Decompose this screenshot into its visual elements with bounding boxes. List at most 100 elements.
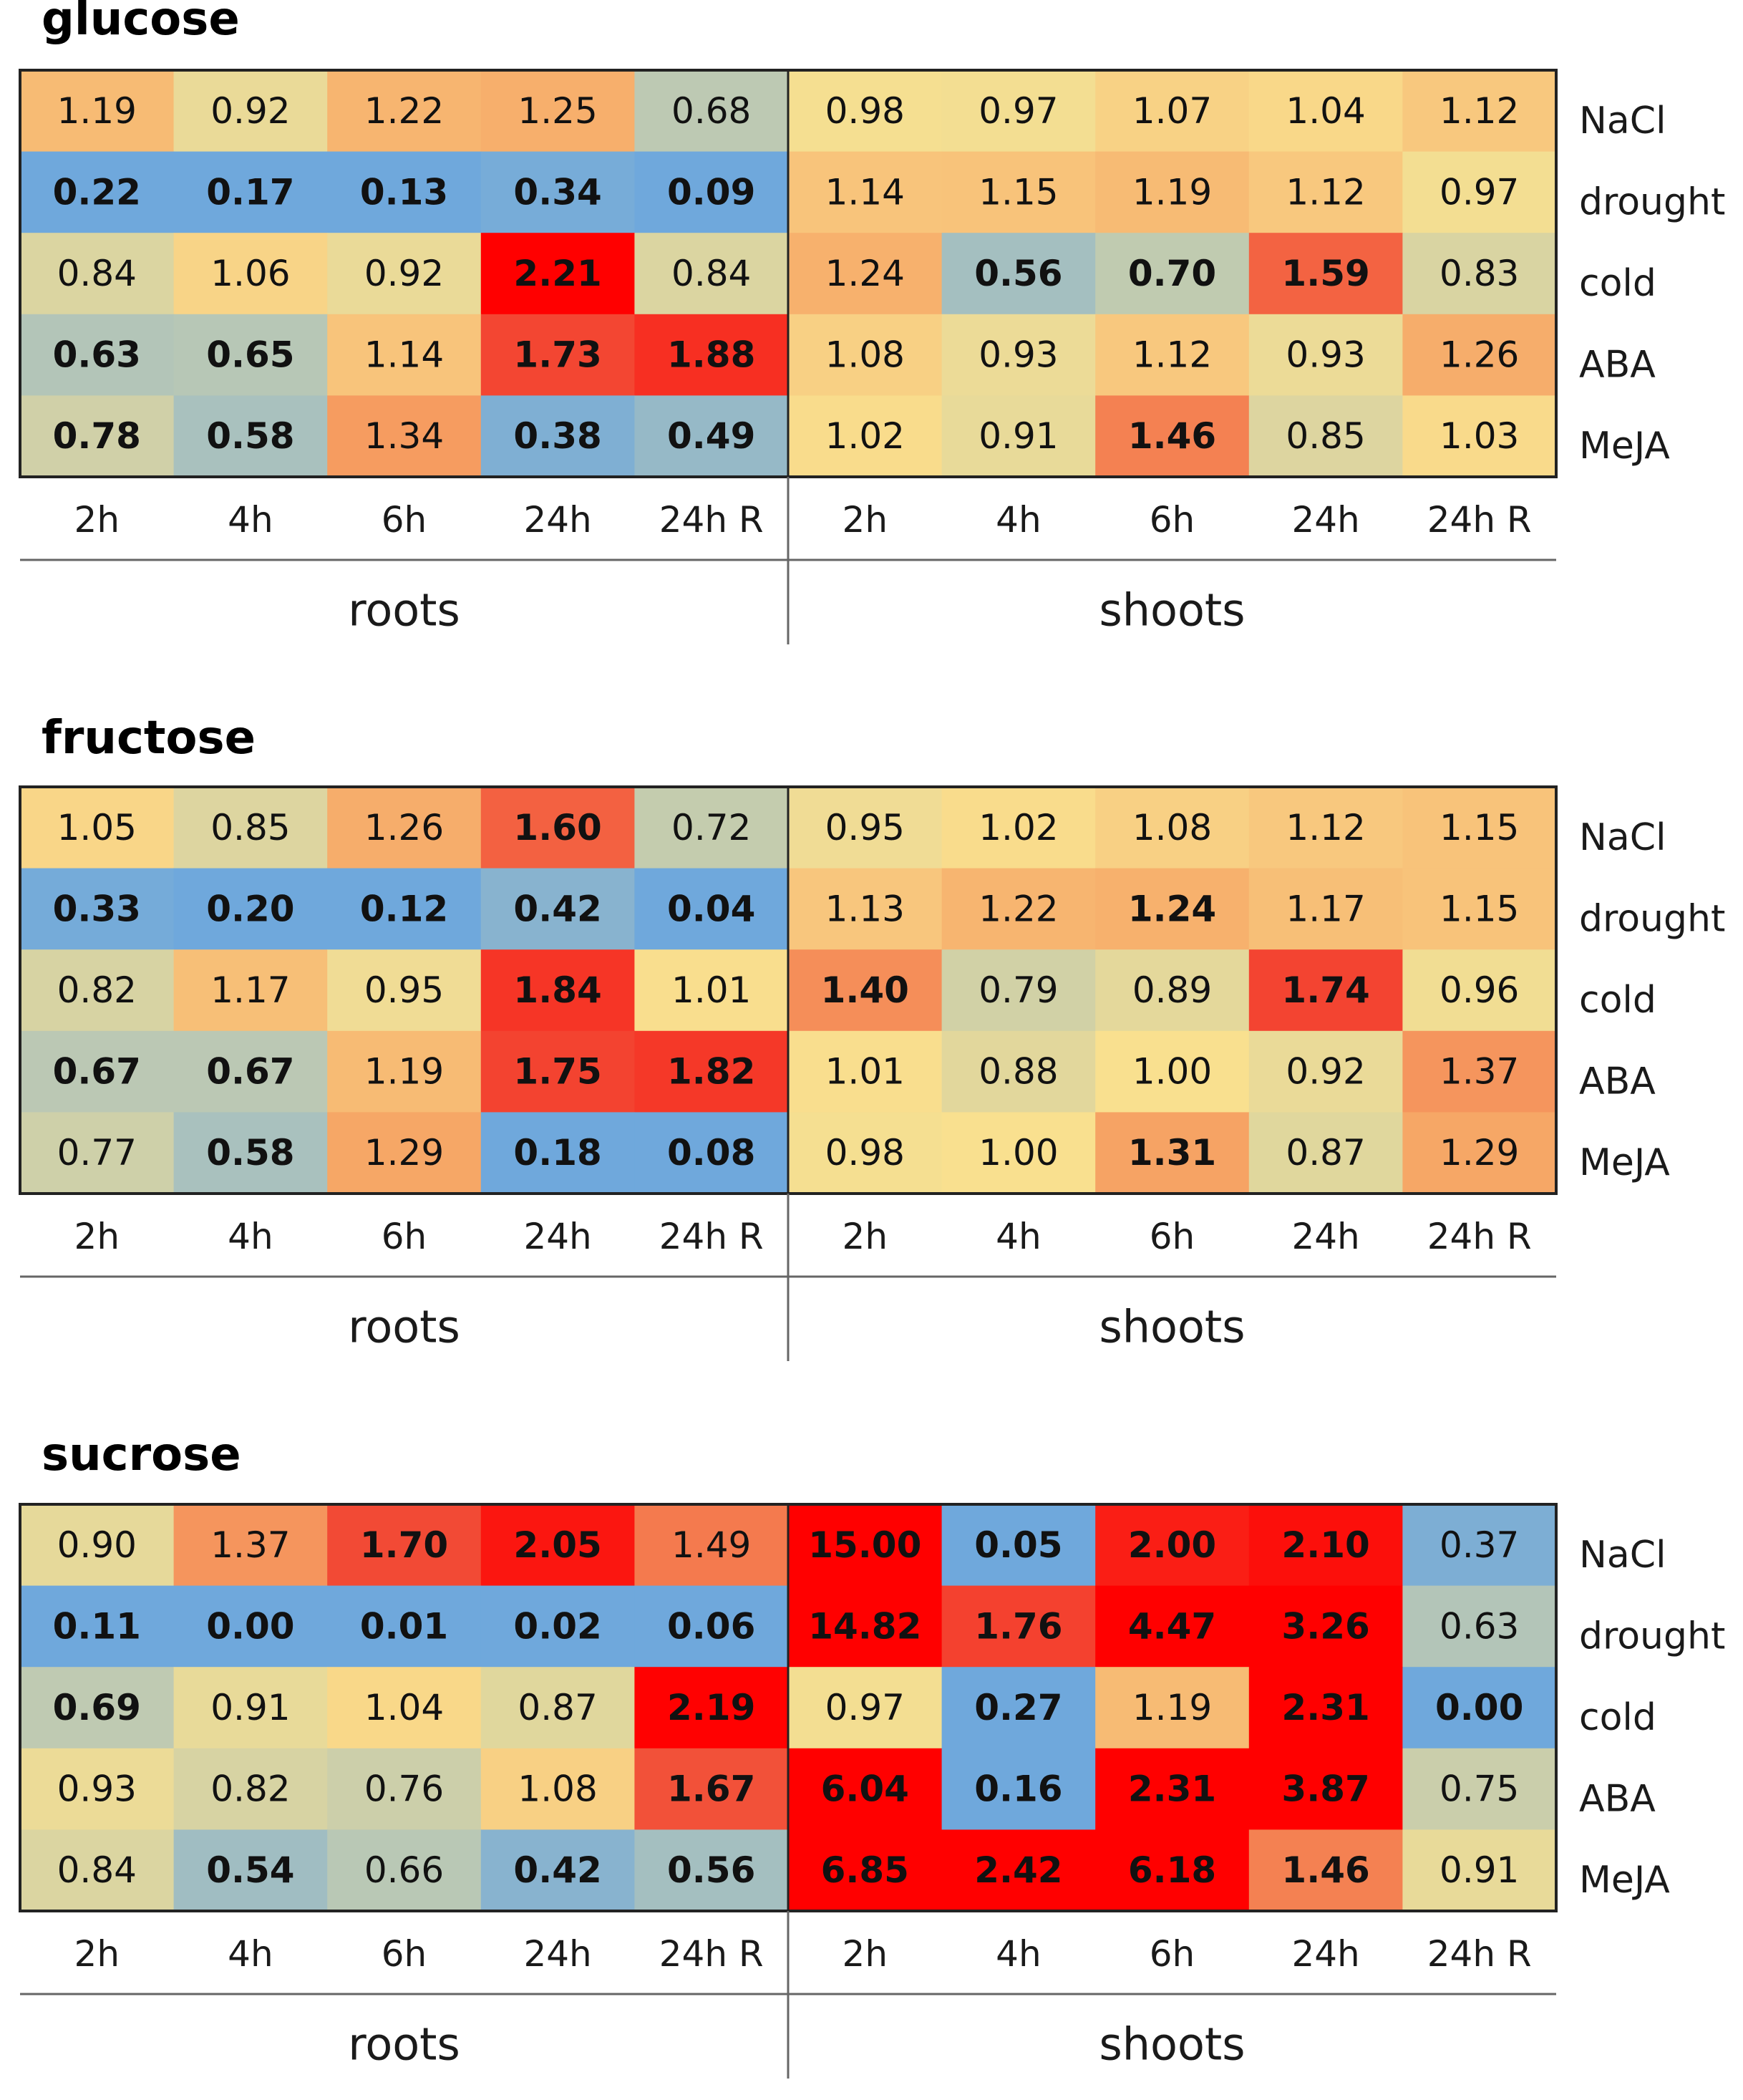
cell-value: 0.97 bbox=[1439, 171, 1519, 213]
heatmap-cell bbox=[941, 233, 1096, 315]
cell-value: 1.07 bbox=[1132, 90, 1212, 132]
heatmap-cell bbox=[1248, 233, 1403, 315]
heatmap-cell bbox=[1402, 233, 1557, 315]
heatmap-cell bbox=[1402, 70, 1557, 153]
heatmap-cell bbox=[1095, 1667, 1250, 1749]
column-label: 4h bbox=[996, 1933, 1042, 1975]
cell-value: 0.42 bbox=[513, 1849, 601, 1891]
cell-value: 1.12 bbox=[1286, 807, 1365, 848]
heatmap-cell bbox=[20, 1585, 175, 1668]
cell-value: 1.34 bbox=[364, 415, 444, 457]
heatmap-cell bbox=[941, 949, 1096, 1032]
cell-value: 6.85 bbox=[821, 1849, 909, 1891]
heatmap-cell bbox=[20, 1748, 175, 1830]
panel-title: sucrose bbox=[42, 1428, 241, 1481]
heatmap-cell bbox=[173, 1829, 328, 1912]
row-label: ABA bbox=[1579, 1778, 1656, 1821]
heatmap-cell bbox=[173, 233, 328, 315]
cell-value: 0.96 bbox=[1439, 969, 1519, 1011]
heatmap-cell bbox=[1248, 314, 1403, 396]
heatmap-cell bbox=[634, 1112, 789, 1194]
cell-value: 0.93 bbox=[1286, 334, 1365, 376]
heatmap-cell bbox=[941, 1585, 1096, 1668]
heatmap-cell bbox=[788, 1504, 943, 1587]
heatmap-cell bbox=[1095, 151, 1250, 233]
cell-value: 0.98 bbox=[825, 90, 905, 132]
cell-value: 1.60 bbox=[513, 807, 601, 848]
cell-value: 1.17 bbox=[210, 969, 290, 1011]
heatmap-panel-sucrose: sucrose 0.90 1.37 1.70 2.05 1.49 15.00 0.05 2.00… bbox=[19, 1428, 1725, 2079]
cell-value: 0.89 bbox=[1132, 969, 1212, 1011]
column-label: 24h R bbox=[1427, 1216, 1532, 1257]
heatmap-cell bbox=[788, 70, 943, 153]
heatmap-cell bbox=[327, 395, 482, 478]
column-label: 2h bbox=[843, 1933, 888, 1975]
cell-value: 0.88 bbox=[979, 1051, 1058, 1093]
cell-value: 0.98 bbox=[825, 1132, 905, 1174]
heatmap-cell bbox=[173, 314, 328, 396]
heatmap-cell bbox=[1095, 1585, 1250, 1668]
cell-value: 2.31 bbox=[1128, 1768, 1216, 1810]
column-label: 4h bbox=[228, 1216, 273, 1257]
heatmap-cell bbox=[1095, 233, 1250, 315]
heatmap-cell bbox=[1248, 949, 1403, 1032]
heatmap-cell bbox=[1402, 314, 1557, 396]
cell-value: 1.26 bbox=[1439, 334, 1519, 376]
cell-value: 1.19 bbox=[364, 1051, 444, 1093]
cell-value: 1.15 bbox=[1439, 807, 1519, 848]
heatmap-cell bbox=[20, 1112, 175, 1194]
cell-value: 1.31 bbox=[1128, 1132, 1216, 1174]
heatmap-cell bbox=[480, 1030, 635, 1113]
cell-value: 0.04 bbox=[667, 888, 755, 929]
cell-value: 1.29 bbox=[364, 1132, 444, 1174]
group-label: roots bbox=[348, 2018, 460, 2071]
cell-value: 1.15 bbox=[979, 171, 1058, 213]
cell-value: 0.63 bbox=[1439, 1605, 1519, 1647]
cell-value: 15.00 bbox=[808, 1524, 921, 1566]
column-label: 24h bbox=[1291, 499, 1359, 541]
cell-value: 0.63 bbox=[53, 334, 141, 376]
cell-value: 14.82 bbox=[808, 1605, 921, 1647]
cell-value: 0.00 bbox=[1435, 1687, 1523, 1728]
heatmap-cell bbox=[788, 787, 943, 869]
heatmap-cell bbox=[788, 868, 943, 950]
heatmap-cell bbox=[941, 314, 1096, 396]
panel-title: fructose bbox=[42, 712, 256, 765]
cell-value: 0.76 bbox=[364, 1768, 444, 1810]
cell-value: 1.08 bbox=[1132, 807, 1212, 848]
cell-value: 0.75 bbox=[1439, 1768, 1519, 1810]
heatmap-cell bbox=[1402, 1030, 1557, 1113]
heatmap-cell bbox=[634, 1585, 789, 1668]
heatmap-cell bbox=[327, 233, 482, 315]
row-label: drought bbox=[1579, 1615, 1725, 1658]
cell-value: 1.26 bbox=[364, 807, 444, 848]
heatmap-cell bbox=[327, 70, 482, 153]
heatmap-cell bbox=[1095, 949, 1250, 1032]
cell-value: 0.72 bbox=[671, 807, 751, 848]
heatmap-cell bbox=[788, 395, 943, 478]
heatmap-cell bbox=[941, 1030, 1096, 1113]
cell-value: 0.58 bbox=[206, 415, 294, 457]
cell-value: 0.85 bbox=[210, 807, 290, 848]
heatmap-cell bbox=[20, 1667, 175, 1749]
cell-value: 0.67 bbox=[206, 1051, 294, 1093]
cell-value: 0.56 bbox=[974, 253, 1062, 294]
heatmap-cell bbox=[1248, 1829, 1403, 1912]
cell-value: 0.65 bbox=[206, 334, 294, 376]
column-label: 24h R bbox=[659, 1933, 764, 1975]
cell-value: 0.93 bbox=[57, 1768, 137, 1810]
heatmap-cell bbox=[20, 787, 175, 869]
cell-value: 1.14 bbox=[364, 334, 444, 376]
cell-value: 0.70 bbox=[1128, 253, 1216, 294]
row-label: NaCl bbox=[1579, 816, 1666, 859]
cell-value: 1.59 bbox=[1281, 253, 1369, 294]
column-label: 4h bbox=[228, 1933, 273, 1975]
column-label: 24h R bbox=[1427, 499, 1532, 541]
heatmap-cell bbox=[1402, 1585, 1557, 1668]
cell-value: 4.47 bbox=[1128, 1605, 1216, 1647]
heatmap-cell bbox=[20, 151, 175, 233]
heatmap-cell bbox=[327, 949, 482, 1032]
heatmap-cell bbox=[173, 949, 328, 1032]
group-label: roots bbox=[348, 1301, 460, 1353]
